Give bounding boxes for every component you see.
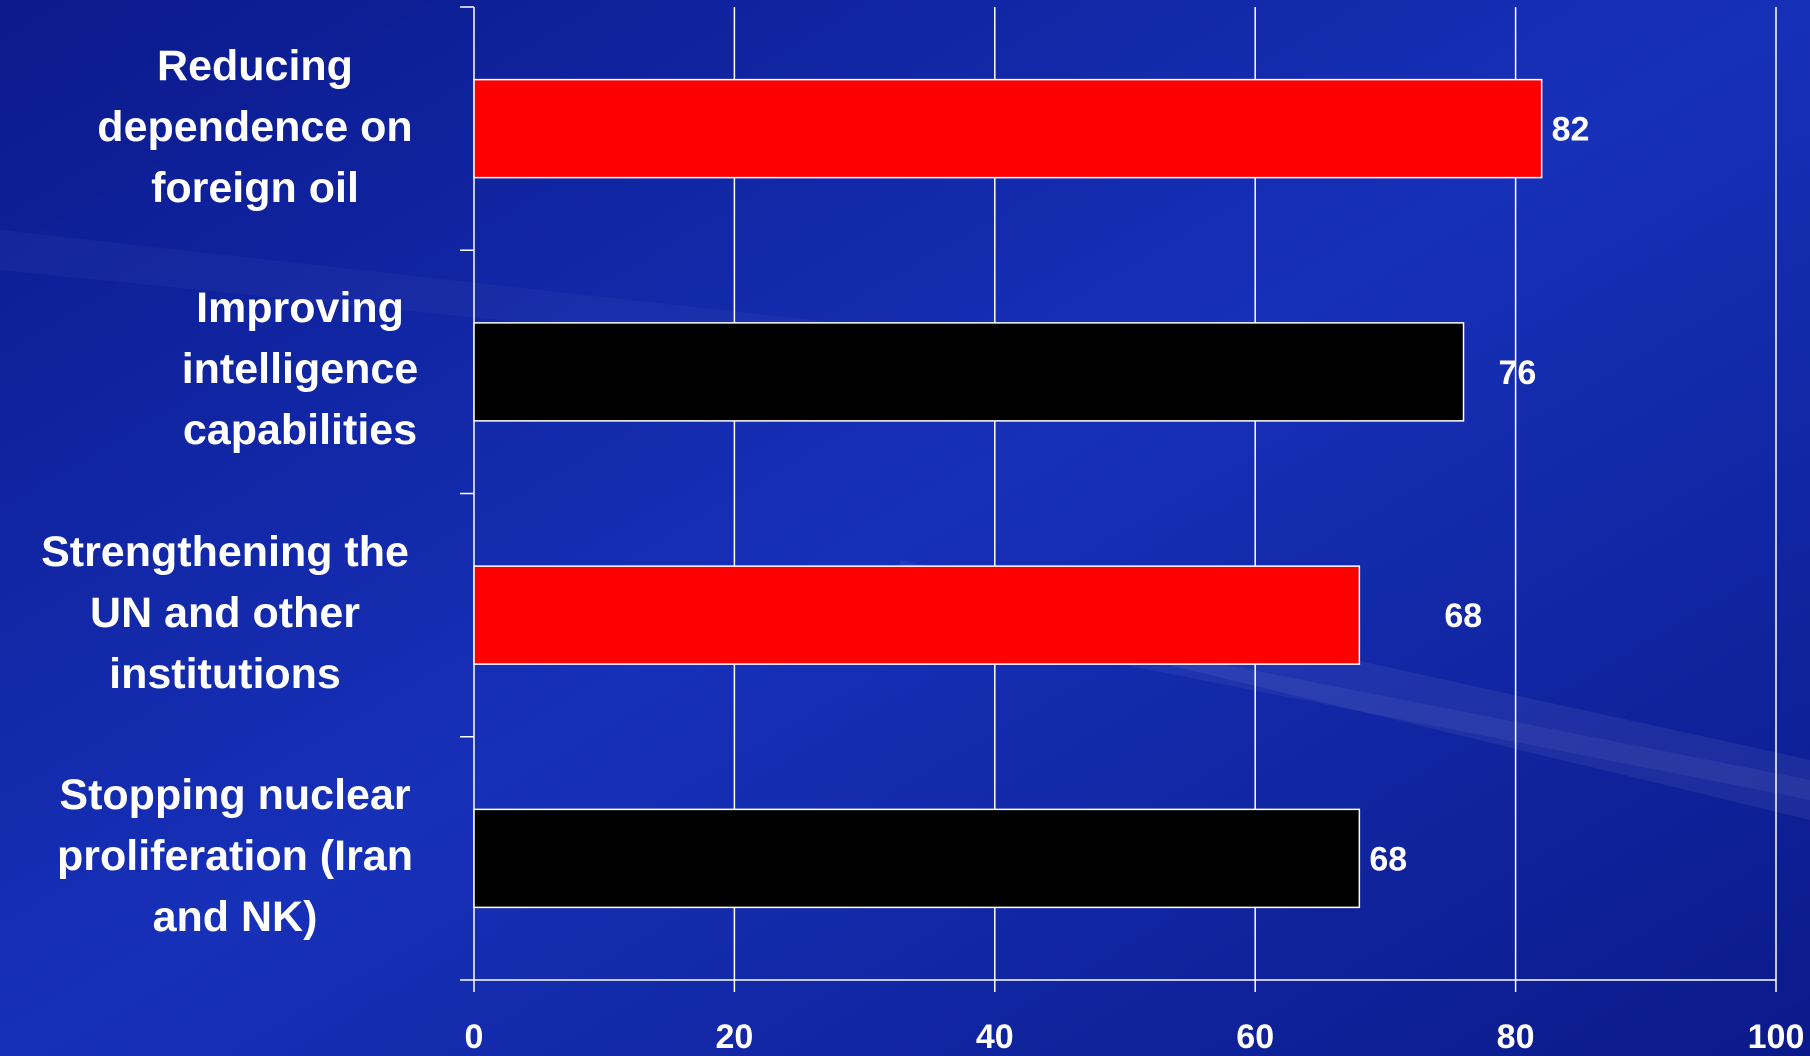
category-label-2-line-1: Strengthening the (41, 528, 409, 576)
category-label-1-line-3: capabilities (182, 406, 418, 454)
data-label-2: 68 (1444, 597, 1482, 635)
data-label-1: 76 (1499, 354, 1537, 392)
bar-1 (473, 322, 1465, 422)
x-tick-label-2: 40 (976, 1018, 1014, 1056)
category-label-3-line-1: Stopping nuclear (59, 771, 411, 819)
x-tick-label-5: 100 (1748, 1018, 1805, 1056)
x-tick-label-3: 60 (1236, 1018, 1274, 1056)
category-label-1: Improving intelligence capabilities (110, 278, 490, 461)
bar-2 (473, 565, 1361, 665)
category-label-3: Stopping nuclear proliferation (Iran and… (15, 765, 455, 948)
category-label-2: Strengthening the UN and other instituti… (5, 522, 445, 705)
category-label-2-line-2: UN and other (90, 589, 360, 637)
category-label-0: Reducing dependence on foreign oil (60, 36, 450, 219)
category-label-0-line-3: foreign oil (151, 164, 359, 212)
category-label-1-line-2: intelligence (181, 345, 419, 393)
category-label-3-line-2: proliferation (Iran (57, 832, 413, 880)
category-label-0-line-1: Reducing (157, 42, 353, 90)
bar-0 (473, 78, 1543, 179)
x-tick-label-0: 0 (465, 1018, 484, 1056)
bar-3 (473, 808, 1361, 909)
category-label-2-line-3: institutions (109, 650, 341, 698)
category-label-0-line-2: dependence on (97, 103, 413, 151)
data-label-3: 68 (1369, 840, 1407, 878)
category-label-3-line-3: and NK) (152, 893, 318, 941)
x-tick-label-1: 20 (715, 1018, 753, 1056)
data-label-0: 82 (1552, 111, 1590, 149)
x-tick-label-4: 80 (1497, 1018, 1535, 1056)
category-label-1-line-1: Improving (196, 284, 404, 332)
